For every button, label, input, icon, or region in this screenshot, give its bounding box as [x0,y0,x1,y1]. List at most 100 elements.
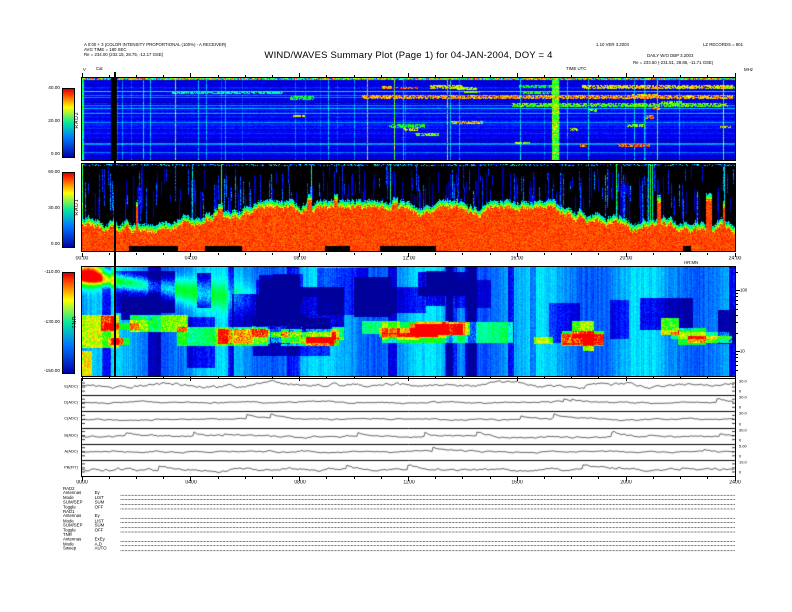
top-axis-tick [571,75,572,77]
time-axis-tick [544,253,545,255]
legend-value: OFF [95,505,121,510]
top-axis-tick [109,75,110,77]
legend-dotted-leader [121,492,735,496]
strip-axis-label: 0000 [69,480,95,485]
tnr-right-axis-tick [736,365,738,366]
tnr-bottom-tick [707,377,708,379]
header-lz-records: LZ RECORDS = 801 [703,43,743,48]
strip-right-tick-max: 30.0 [739,429,747,433]
strip-label: C(ADC) [53,417,78,421]
time-utc-label: TIME UTC [566,67,586,72]
waves-summary-plot-image: WIND/WAVES Summary Plot (Page 1) for 04-… [0,0,792,612]
tnr-bottom-tick [163,377,164,379]
rad2-cb-tick-max: 40.00 [32,86,60,91]
strip-right-tick-max: 10.0 [739,461,747,465]
strip-axis-tick [218,477,219,479]
strip-right-tick-max: 5.00 [739,445,747,449]
top-axis-tick [653,75,654,77]
rad2-cb-tick-min: 0.00 [32,152,60,157]
top-axis-tick [735,73,736,77]
tnr-bottom-tick [462,377,463,379]
time-axis-tick [218,253,219,255]
legend-dotted-leader [121,496,735,500]
time-axis-tick [707,253,708,255]
tnr-bottom-tick [598,377,599,379]
tnr-bottom-tick [680,377,681,379]
tnr-bottom-tick [136,377,137,379]
legend-dotted-leader [121,515,735,519]
tnr-right-axis-tick [736,357,738,358]
strip-right-tick-max: 30.0 [739,396,747,400]
tnr-cb-tick-min: -150.00 [32,369,60,374]
strip-label: B(ADC) [53,434,78,438]
legend-dotted-leader [121,519,735,523]
time-axis-tick [598,253,599,255]
legend-value: AUTO [95,547,121,552]
legend-dotted-leader [121,501,735,505]
time-axis-tick [571,253,572,255]
tnr-right-axis-tick [736,290,740,291]
tnr-bottom-tick [544,377,545,379]
top-axis-tick [435,75,436,77]
top-axis-tick [408,73,409,77]
strip-axis-tick [435,477,436,479]
top-axis-tick [272,75,273,77]
top-axis-tick [707,75,708,77]
tnr-bottom-tick [272,377,273,379]
time-axis-tick [272,253,273,255]
strip-axis-tick [163,477,164,479]
top-axis-tick [598,75,599,77]
top-axis-tick [163,75,164,77]
strip-label: D(ADC) [53,401,78,405]
top-axis-tick [299,73,300,77]
header-left-line-3: Re = 234.00 (232.15, 28.75, -12.17 GSE) [84,53,226,58]
tnr-bottom-tick [190,377,191,381]
rad2-cb-tick-mid: 20.00 [32,119,60,124]
strip-right-tick-max: 30.0 [739,412,747,416]
time-axis-tick [163,253,164,255]
strip-axis-label: 2000 [613,480,639,485]
tnr-bottom-tick [490,377,491,379]
tnr-right-tick-100: 100 [740,289,747,293]
strip-axis-tick [707,477,708,479]
top-axis-tick [136,75,137,77]
strip-axis-tick [544,477,545,479]
tnr-bottom-tick [517,377,518,381]
tnr-bottom-tick [326,377,327,379]
strip-axis-tick [245,477,246,479]
strip-axis-label: 1600 [505,480,531,485]
tnr-right-axis-tick [736,370,738,371]
tnr-right-axis-tick [736,351,740,352]
strip-right-tick-min: 0 [739,406,741,410]
line-strip-panels [81,378,736,477]
v-marker: V [83,68,86,73]
strip-axis-label: 0400 [178,480,204,485]
time-axis-tick [490,253,491,255]
time-axis-tick [435,253,436,255]
rad2-colorbar [62,88,75,158]
tnr-bottom-tick [408,377,409,381]
rad1-colorbar [62,172,75,248]
strip-axis-tick [326,477,327,479]
tnr-right-axis-tick [736,272,738,273]
time-axis-tick [326,253,327,255]
tnr-right-axis-tick [736,315,738,316]
strip-axis-tick [598,477,599,479]
legend-dotted-leader [121,542,735,546]
time-axis-label: 08:00 [287,256,313,261]
strip-axis-tick [354,477,355,479]
time-axis-label: 00:00 [69,256,95,261]
strip-label: PB(FIT) [53,466,78,470]
strip-right-tick-min: 0 [739,455,741,459]
legend-dotted-leader [121,547,735,551]
legend-dotted-leader [121,538,735,542]
time-axis-tick [381,253,382,255]
rad1-cb-tick-max: 60.00 [32,170,60,175]
time-axis-label: 20:00 [613,256,639,261]
strip-axis-tick [680,477,681,479]
tnr-right-axis-tick [736,354,738,355]
strip-axis-label: 0800 [287,480,313,485]
tnr-right-axis-tick [736,304,738,305]
tnr-spectrogram [81,266,736,377]
strip-right-tick-min: 0 [739,471,741,475]
